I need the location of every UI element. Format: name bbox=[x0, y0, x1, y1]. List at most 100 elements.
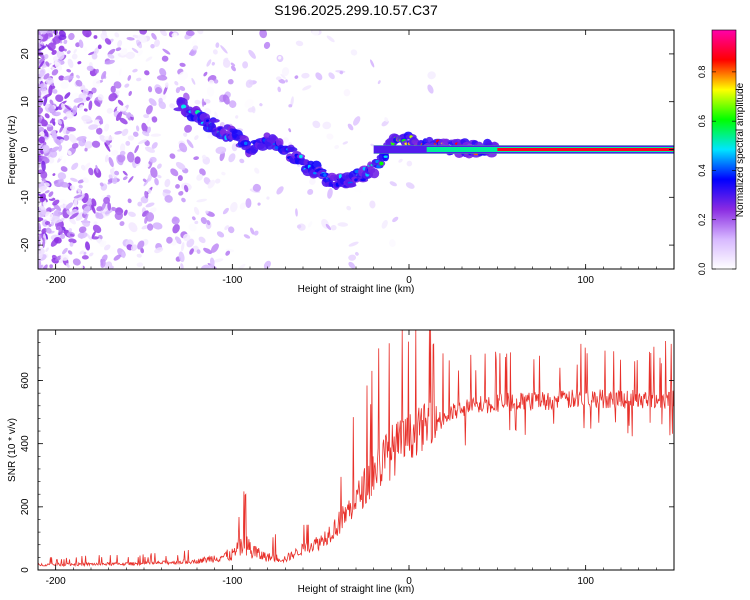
noise-blob bbox=[73, 97, 84, 103]
noise-blob bbox=[307, 189, 314, 195]
noise-blob bbox=[343, 89, 351, 97]
noise-blob bbox=[150, 133, 162, 137]
noise-blob bbox=[54, 61, 63, 71]
noise-blob bbox=[113, 81, 122, 89]
noise-blob bbox=[145, 212, 155, 222]
noise-blob bbox=[219, 121, 225, 127]
ridge-band-core bbox=[497, 148, 674, 151]
noise-blob bbox=[328, 72, 335, 80]
noise-blob bbox=[252, 183, 261, 192]
x-tick-label: 0 bbox=[406, 275, 412, 286]
noise-blob bbox=[282, 137, 289, 143]
noise-blob bbox=[186, 139, 194, 149]
noise-blob bbox=[64, 92, 71, 99]
noise-blob bbox=[160, 30, 168, 37]
ridge-core bbox=[383, 155, 388, 158]
noise-blob bbox=[188, 223, 197, 232]
noise-blob bbox=[185, 30, 195, 37]
noise-blob bbox=[66, 210, 72, 216]
noise-blob bbox=[239, 158, 245, 164]
noise-blob bbox=[171, 216, 180, 225]
noise-blob bbox=[65, 111, 74, 119]
y-tick-label: 200 bbox=[20, 498, 31, 515]
noise-blob bbox=[41, 160, 46, 172]
noise-blob bbox=[73, 194, 83, 199]
noise-blob bbox=[52, 89, 58, 94]
noise-blob bbox=[38, 136, 45, 144]
noise-blob bbox=[146, 117, 151, 126]
spectrogram-x-ticks: -200 -100 0 100 bbox=[46, 30, 675, 286]
noise-blob bbox=[128, 90, 132, 97]
noise-blob bbox=[193, 156, 199, 161]
noise-blob bbox=[86, 233, 92, 241]
noise-blob bbox=[73, 48, 77, 54]
noise-blob bbox=[137, 34, 148, 43]
noise-blob bbox=[150, 167, 158, 178]
noise-blob bbox=[290, 96, 294, 107]
noise-blob bbox=[104, 261, 113, 269]
noise-blob bbox=[137, 49, 144, 57]
noise-blob bbox=[44, 182, 50, 187]
spectrogram-y-label: Frequency (Hz) bbox=[7, 116, 18, 185]
noise-blob bbox=[405, 182, 415, 189]
noise-blob bbox=[200, 217, 208, 225]
noise-blob bbox=[296, 224, 302, 229]
noise-blob bbox=[44, 190, 50, 194]
noise-blob bbox=[266, 196, 270, 200]
noise-blob bbox=[119, 143, 126, 153]
noise-blob bbox=[59, 204, 68, 208]
noise-blob bbox=[213, 79, 219, 84]
colorbar-label: Normalized spectral amplitude bbox=[735, 82, 746, 217]
noise-blob bbox=[57, 119, 63, 125]
noise-blob bbox=[228, 226, 235, 234]
noise-blob bbox=[315, 72, 323, 81]
noise-blob bbox=[88, 167, 94, 176]
noise-blob bbox=[309, 178, 316, 185]
noise-blob bbox=[119, 117, 128, 125]
ridge-core bbox=[328, 182, 333, 187]
noise-blob bbox=[204, 98, 211, 104]
noise-blob bbox=[164, 195, 173, 203]
noise-blob bbox=[62, 75, 74, 81]
noise-blob bbox=[47, 156, 55, 164]
noise-blob bbox=[207, 264, 215, 269]
noise-blob bbox=[49, 264, 53, 269]
noise-blob bbox=[295, 208, 298, 217]
noise-blob bbox=[353, 188, 362, 193]
noise-blob bbox=[78, 138, 86, 147]
noise-blob bbox=[183, 184, 189, 193]
noise-blob bbox=[66, 50, 71, 55]
noise-blob bbox=[68, 32, 75, 41]
noise-blob bbox=[67, 250, 73, 255]
noise-blob bbox=[92, 78, 101, 88]
noise-blob bbox=[179, 85, 186, 92]
noise-blob bbox=[66, 126, 76, 132]
noise-blob bbox=[406, 160, 413, 167]
noise-blob bbox=[348, 254, 357, 261]
colorbar-tick-label: 0.2 bbox=[697, 213, 707, 226]
noise-blob bbox=[78, 226, 87, 233]
noise-blob bbox=[91, 204, 96, 214]
noise-blob bbox=[64, 104, 72, 111]
noise-blob bbox=[318, 43, 325, 50]
noise-blob bbox=[108, 156, 114, 168]
noise-blob bbox=[326, 133, 334, 140]
noise-blob bbox=[47, 42, 56, 51]
noise-blob bbox=[45, 227, 52, 234]
ridge-core bbox=[299, 154, 303, 159]
noise-blob bbox=[164, 178, 171, 188]
noise-blob bbox=[149, 156, 157, 163]
noise-blob bbox=[71, 142, 79, 149]
noise-blob bbox=[212, 49, 218, 55]
noise-blob bbox=[57, 172, 67, 180]
noise-blob bbox=[55, 111, 62, 116]
noise-blob bbox=[62, 226, 66, 231]
noise-blob bbox=[38, 156, 42, 163]
noise-blob bbox=[99, 182, 104, 187]
x-tick-label: -100 bbox=[222, 275, 242, 286]
noise-blob bbox=[169, 103, 176, 109]
noise-blob bbox=[155, 86, 163, 95]
noise-blob bbox=[259, 30, 268, 39]
noise-blob bbox=[157, 174, 162, 179]
noise-blob bbox=[58, 75, 65, 81]
